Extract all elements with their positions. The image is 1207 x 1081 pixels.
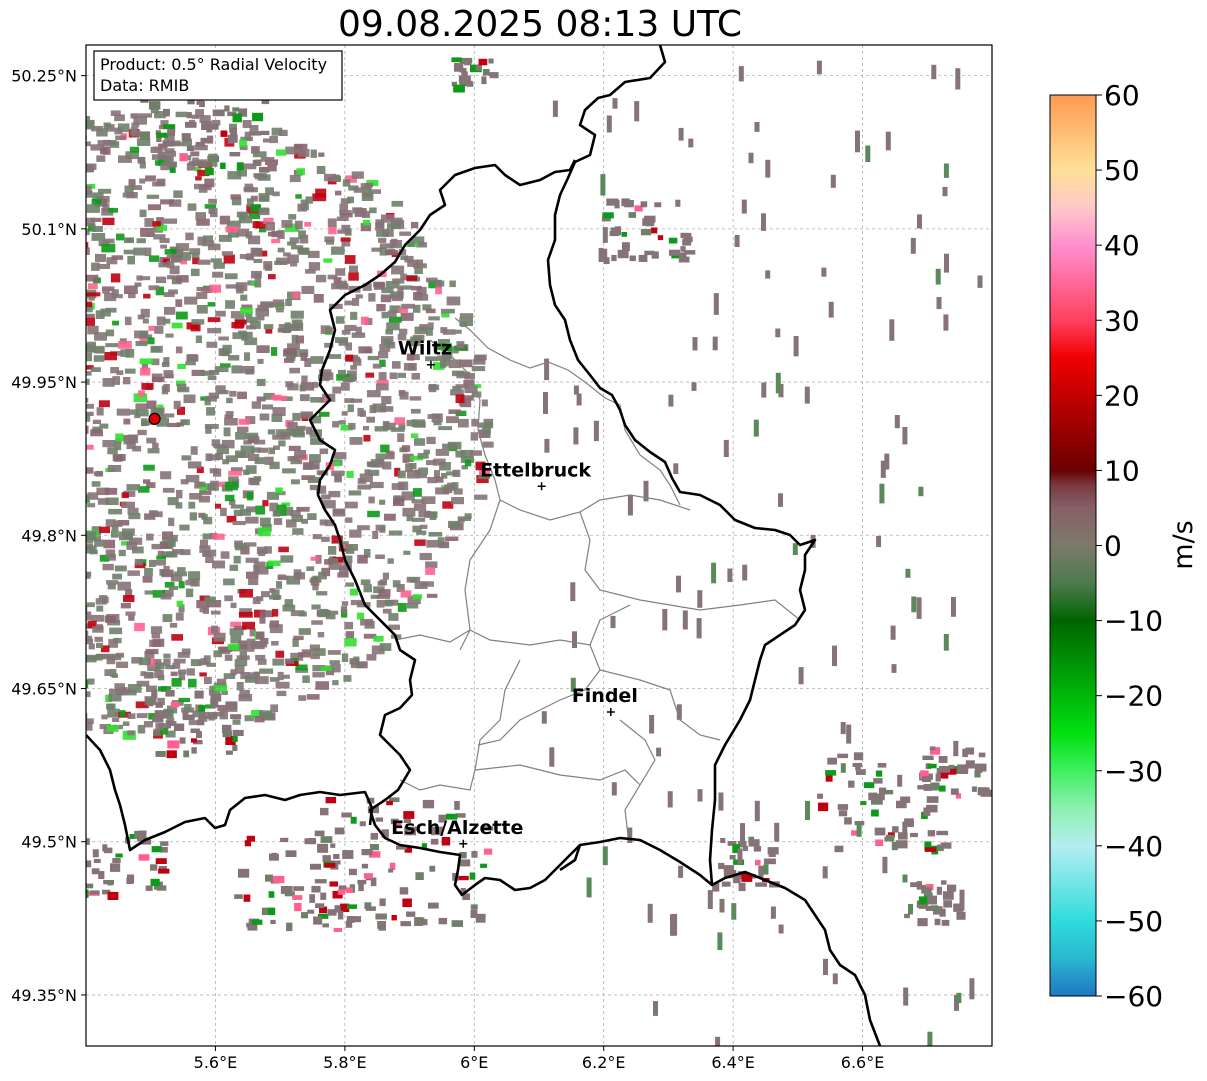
lon-tick-label: 6.6°E [841,1053,885,1072]
lon-tick-label: 5.6°E [194,1053,238,1072]
info-box: Product: 0.5° Radial Velocity Data: RMIB [93,50,343,101]
lat-tick-label: 50.25°N [11,67,77,86]
radar-site-marker[interactable] [148,412,161,425]
city-marker [426,360,435,369]
colorbar-tick-label: 30 [1104,304,1140,337]
colorbar: 60 50 40 30 20 10 0 −10 −20 −30 −40 −50 −60 m/s [1049,80,1199,1010]
info-source: Data: RMIB [100,76,189,95]
info-product: Product: 0.5° Radial Velocity [100,55,327,74]
border-east [711,870,882,1046]
city-markers: Wiltz Ettelbruck Findel Esch/Alzette [391,338,638,848]
colorbar-tick-label: −10 [1104,605,1163,638]
colorbar-tick-label: −30 [1104,755,1163,788]
city-marker [459,839,468,848]
lon-tick-label: 5.8°E [323,1053,367,1072]
border-south [559,844,582,872]
lat-tick-label: 49.95°N [11,373,77,392]
lat-tick-label: 49.8°N [21,526,77,545]
district-boundaries [394,317,801,836]
map-frame [85,44,993,1047]
lat-tick-label: 49.65°N [11,680,77,699]
colorbar-tick-label: 40 [1104,229,1140,262]
city-label: Findel [572,685,638,707]
colorbar-unit-label: m/s [1168,520,1199,569]
lon-tick-label: 6.2°E [582,1053,626,1072]
lat-tick-label: 49.5°N [21,833,77,852]
colorbar-tick-label: 0 [1104,530,1122,563]
colorbar-tick-label: 10 [1104,454,1140,487]
lat-tick-label: 50.1°N [21,220,77,239]
axis-ticks: 50.25°N 50.1°N 49.95°N 49.8°N 49.65°N 49.5°N 4… [11,67,884,1072]
city-label: Esch/Alzette [391,817,523,839]
map-background [86,45,992,1046]
colorbar-tick-label: 50 [1104,154,1140,187]
national-border [308,45,817,897]
colorbar-gradient [1049,94,1097,997]
lon-tick-label: 6.4°E [711,1053,755,1072]
lon-tick-label: 6°E [460,1053,488,1072]
city-marker [606,707,615,716]
colorbar-tick-label: −60 [1104,980,1163,1010]
colorbar-tick-label: −20 [1104,680,1163,713]
colorbar-tick-label: 20 [1104,379,1140,412]
lat-tick-label: 49.35°N [11,986,77,1005]
city-label: Wiltz [398,338,452,360]
radar-echoes [86,57,992,1046]
city-label: Ettelbruck [480,459,591,481]
border-west [86,734,374,852]
colorbar-ticks: 60 50 40 30 20 10 0 −10 −20 −30 −40 −50 −60 [1096,80,1163,1010]
city-marker [537,482,546,491]
radar-map[interactable]: Wiltz Ettelbruck Findel Esch/Alzette 50.25°… [0,0,1000,1081]
colorbar-tick-label: 60 [1104,80,1140,112]
colorbar-tick-label: −40 [1104,830,1163,863]
map-title: 09.08.2025 08:13 UTC [337,4,743,45]
colorbar-tick-label: −50 [1104,905,1163,938]
